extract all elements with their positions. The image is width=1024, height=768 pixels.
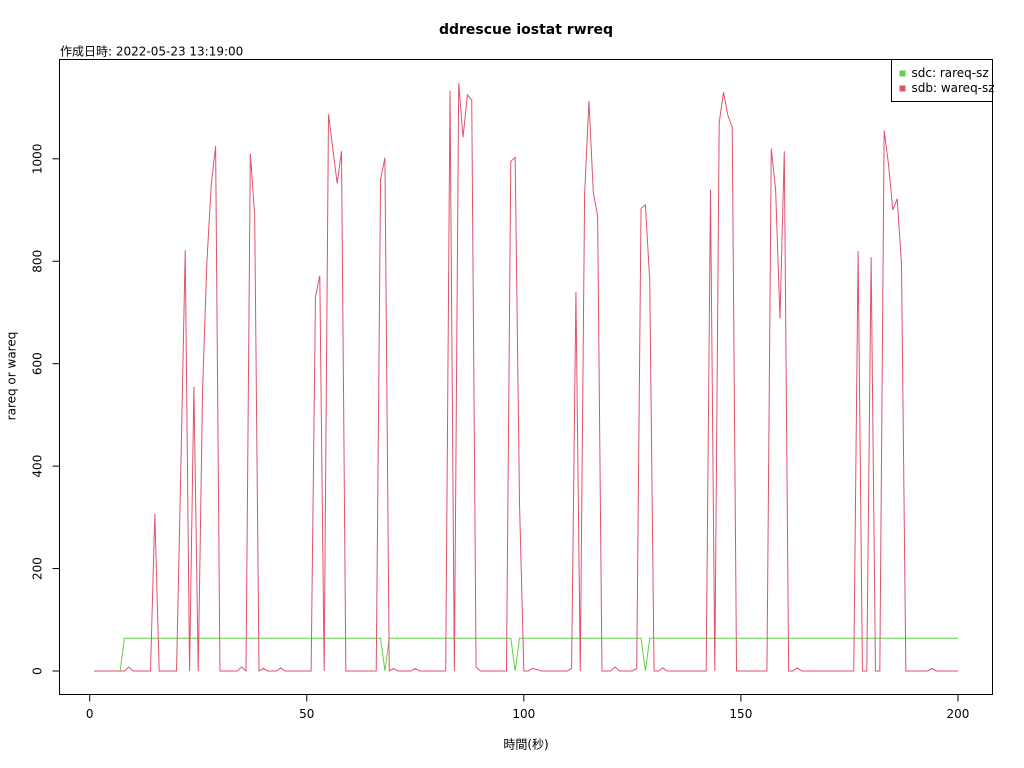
x-tick-label: 150 bbox=[729, 707, 752, 721]
legend-label: sdb: wareq-sz bbox=[912, 81, 995, 95]
chart-subtitle: 作成日時: 2022-05-23 13:19:00 bbox=[60, 45, 243, 59]
x-axis-label: 時間(秒) bbox=[503, 738, 548, 752]
y-tick-label: 0 bbox=[31, 667, 45, 675]
y-tick-label: 200 bbox=[31, 557, 45, 580]
legend-swatch bbox=[900, 86, 906, 92]
y-tick-label: 400 bbox=[31, 455, 45, 478]
y-tick-label: 600 bbox=[31, 352, 45, 375]
y-tick-label: 800 bbox=[31, 250, 45, 273]
y-axis-label: rareq or wareq bbox=[5, 332, 19, 421]
y-tick-label: 1000 bbox=[31, 144, 45, 175]
x-tick-label: 100 bbox=[512, 707, 535, 721]
series-line bbox=[94, 638, 958, 671]
series-line bbox=[94, 83, 958, 671]
x-tick-label: 50 bbox=[299, 707, 314, 721]
chart-title: ddrescue iostat rwreq bbox=[439, 22, 613, 38]
chart: ddrescue iostat rwreq 作成日時: 2022-05-23 1… bbox=[0, 0, 1024, 768]
legend-label: sdc: rareq-sz bbox=[912, 66, 989, 80]
x-tick-label: 0 bbox=[86, 707, 94, 721]
x-tick-label: 200 bbox=[946, 707, 969, 721]
legend-swatch bbox=[900, 71, 906, 77]
